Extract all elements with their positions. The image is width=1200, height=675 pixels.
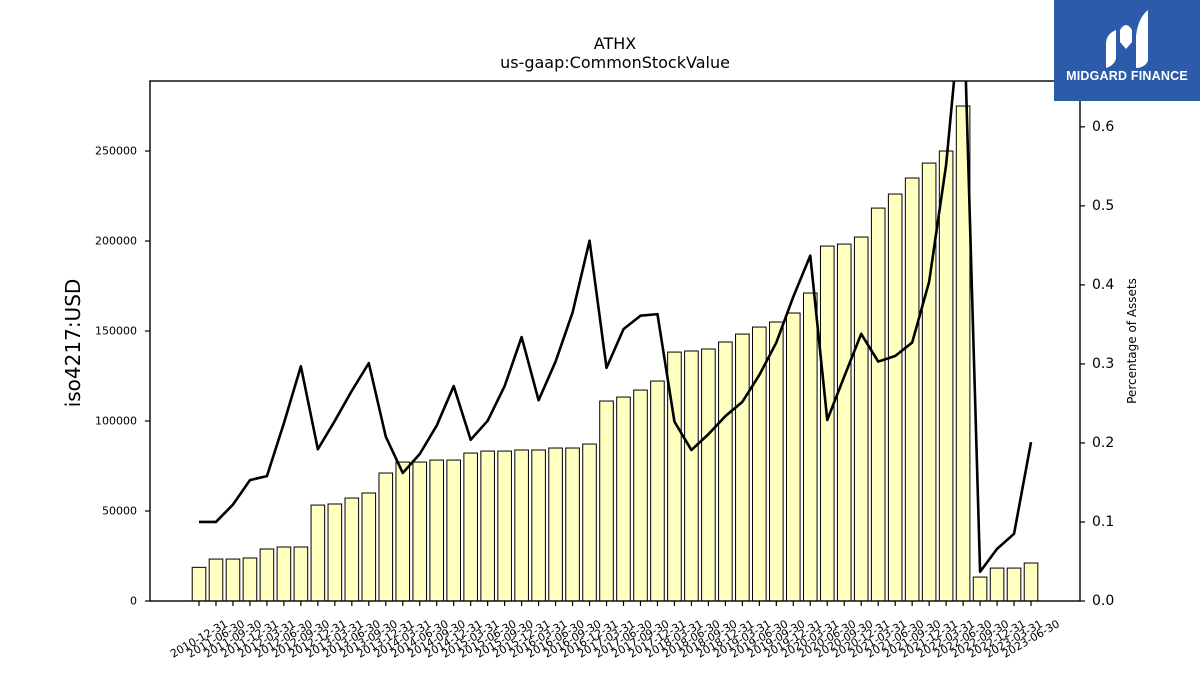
bar	[853, 236, 869, 602]
bar	[191, 566, 207, 602]
bar	[633, 389, 648, 602]
bar	[480, 450, 495, 602]
bar	[565, 447, 580, 602]
bar	[582, 443, 597, 602]
y-axis: 0 50000 100000 150000 200000 250000	[95, 145, 150, 608]
bar	[769, 321, 784, 602]
bar	[938, 150, 954, 602]
bar	[344, 497, 360, 602]
bar	[735, 333, 750, 602]
bar	[395, 461, 411, 602]
bar	[718, 341, 733, 602]
brand-logo: MIDGARD FINANCE	[1054, 0, 1200, 101]
bar-series	[191, 105, 1039, 602]
bar	[446, 459, 461, 602]
bar	[887, 193, 903, 602]
bar	[293, 546, 309, 602]
logo-text: MIDGARD FINANCE	[1066, 69, 1188, 83]
line-series	[199, 81, 1033, 574]
y-tick-label: 50000	[102, 505, 137, 518]
y-tick-label: 0	[130, 595, 137, 608]
bar	[310, 504, 326, 602]
bar	[514, 449, 529, 602]
y2-tick-label: 0.6	[1092, 119, 1114, 135]
midgard-logo-icon	[1106, 10, 1148, 68]
bar	[429, 459, 445, 602]
plot-frame	[149, 80, 1081, 602]
y-axis-label: iso4217:USD	[61, 279, 85, 408]
bar	[361, 492, 377, 602]
bar	[378, 472, 394, 602]
y2-tick-label: 0.0	[1092, 593, 1114, 609]
y2-tick-label: 0.5	[1092, 198, 1114, 214]
bar	[616, 396, 631, 602]
bar	[531, 449, 546, 602]
bar	[327, 503, 343, 602]
y-tick-label: 200000	[95, 235, 137, 248]
y2-axis-label: Percentage of Assets	[1125, 278, 1139, 404]
bar	[463, 452, 478, 602]
bar	[701, 348, 716, 602]
y-tick-label: 100000	[95, 415, 137, 428]
bar	[786, 312, 801, 602]
bar	[921, 162, 937, 602]
bar	[650, 380, 665, 602]
x-axis: 2010-12-312011-06-302011-09-302011-12-31…	[168, 601, 1062, 661]
y-tick-label: 150000	[95, 325, 137, 338]
bar	[276, 546, 292, 602]
y2-tick-label: 0.4	[1092, 277, 1114, 293]
bar	[1006, 567, 1022, 602]
bar	[836, 243, 852, 602]
bar	[819, 245, 835, 602]
bar	[412, 461, 428, 602]
bar	[259, 548, 275, 602]
y2-tick-label: 0.1	[1092, 514, 1114, 530]
y2-tick-label: 0.3	[1092, 356, 1114, 372]
bar	[548, 447, 563, 602]
bar	[208, 558, 224, 602]
bar	[989, 567, 1005, 602]
chart-subtitle: us-gaap:CommonStockValue	[500, 53, 730, 72]
y-tick-label: 250000	[95, 145, 137, 158]
y2-axis: 0.0 0.1 0.2 0.3 0.4 0.5 0.6	[1080, 119, 1114, 609]
bar	[802, 292, 818, 602]
bar	[972, 576, 988, 602]
y2-tick-label: 0.2	[1092, 435, 1114, 451]
bar	[225, 558, 241, 602]
bar	[1023, 562, 1039, 602]
bar	[684, 350, 699, 602]
bar	[599, 400, 614, 602]
chart-title: ATHX	[594, 34, 637, 53]
bar	[242, 557, 258, 602]
bar	[904, 177, 920, 602]
series-line	[199, 81, 1033, 574]
bar	[497, 450, 512, 602]
bar	[870, 207, 886, 602]
